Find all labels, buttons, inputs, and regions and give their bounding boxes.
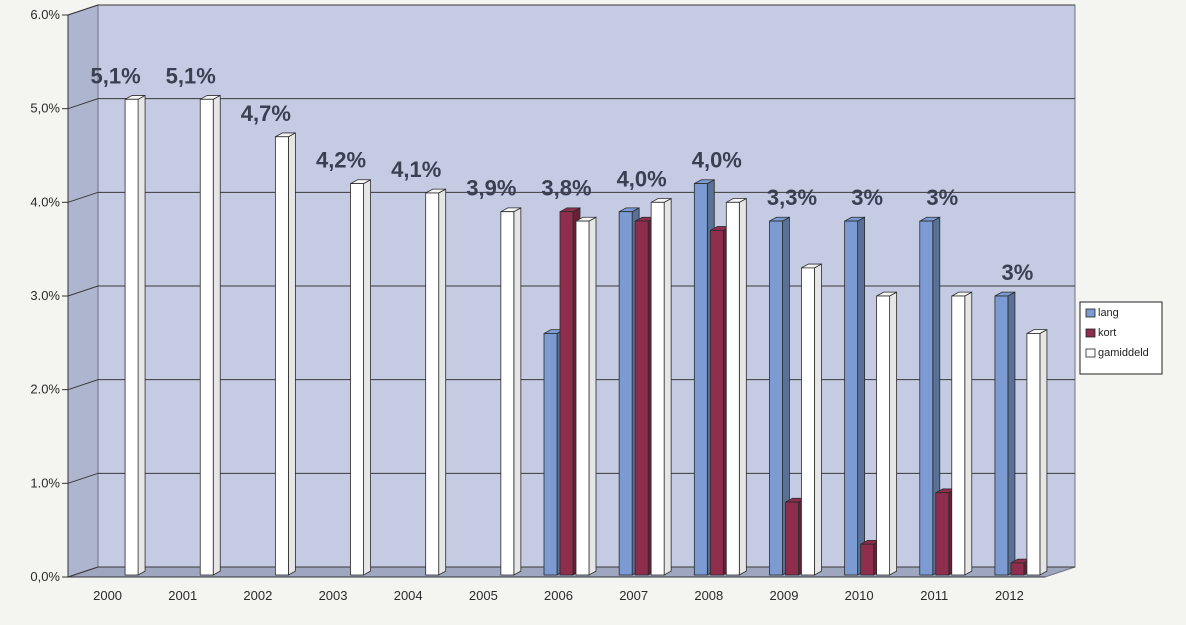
bar-side-gamiddeld-2011 — [964, 291, 973, 576]
bar-kort-2009 — [785, 501, 799, 576]
bar-gamiddeld-2001 — [199, 98, 214, 576]
x-tick-label: 2009 — [770, 588, 799, 603]
bar-kort-2011 — [935, 492, 950, 576]
bar-gamiddeld-2005 — [500, 211, 515, 576]
y-tick-label: 5,0% — [30, 101, 60, 116]
legend-swatch-gamiddeld — [1085, 348, 1096, 358]
y-tick-label: 3.0% — [30, 288, 60, 303]
data-label: 3% — [1002, 260, 1034, 285]
bar-side-gamiddeld-2000 — [137, 94, 146, 576]
bar-side-gamiddeld-2010 — [889, 291, 898, 576]
gridline — [67, 4, 1075, 16]
data-label: 3,9% — [466, 176, 516, 201]
data-label: 5,1% — [90, 63, 140, 88]
y-tick-label: 0,0% — [30, 569, 60, 584]
bar-gamiddeld-2009 — [801, 267, 815, 576]
bar-kort-2012 — [1010, 562, 1025, 576]
y-tick-label: 1.0% — [30, 475, 60, 490]
gridline — [67, 191, 1075, 203]
gridlines — [67, 4, 1075, 578]
data-label: 4,0% — [692, 148, 742, 173]
x-tick-label: 2011 — [920, 588, 948, 603]
bar-gamiddeld-2002 — [274, 136, 289, 576]
bar-kort-2010 — [860, 543, 875, 576]
data-labels: 5,1% 5,1% 4,7% 4,2% 4,1% 3,9% 3,8% 4,0% 4,0% 3,3%… — [90, 63, 1033, 285]
bar-lang-2006 — [543, 333, 558, 576]
x-tick-label: 2008 — [694, 588, 723, 603]
data-label: 4,2% — [316, 148, 366, 173]
x-tick-label: 2004 — [394, 588, 423, 603]
bar-side-gamiddeld-2007 — [663, 197, 672, 576]
legend-swatch-kort — [1085, 328, 1096, 338]
bar-gamiddeld-2006 — [575, 220, 590, 576]
bar-gamiddeld-2004 — [425, 192, 440, 576]
data-label: 3% — [926, 185, 958, 210]
y-tick-label: 2.0% — [30, 382, 60, 397]
legend-label-kort: kort — [1098, 327, 1116, 339]
bar-lang-2010 — [844, 220, 859, 576]
x-tick-label: 2006 — [544, 588, 573, 603]
x-tick-label: 2005 — [469, 588, 498, 603]
data-label: 5,1% — [166, 63, 216, 88]
data-label: 4,0% — [617, 166, 667, 191]
x-tick-label: 2007 — [619, 588, 648, 603]
data-label: 3% — [851, 185, 883, 210]
data-label: 4,7% — [241, 101, 291, 126]
bar-side-gamiddeld-2005 — [513, 207, 522, 576]
x-tick-label: 2002 — [243, 588, 272, 603]
data-label: 3,8% — [541, 176, 591, 201]
x-tick-label: 2000 — [93, 588, 122, 603]
bar-gamiddeld-2008 — [725, 201, 740, 576]
bar-lang-2007 — [618, 211, 633, 576]
y-tick-label: 6.0% — [30, 7, 60, 22]
bar-side-lang-2012 — [1007, 291, 1016, 576]
bars — [124, 94, 1048, 576]
bar-side-gamiddeld-2009 — [814, 263, 822, 576]
bar-lang-2011 — [919, 220, 934, 576]
gridline — [67, 285, 1075, 297]
bar-gamiddeld-2007 — [650, 201, 665, 576]
gridline — [67, 566, 1075, 578]
bar-gamiddeld-2010 — [876, 295, 891, 576]
bar-lang-2009 — [769, 220, 783, 576]
x-tick-label: 2001 — [168, 588, 197, 603]
bar-gamiddeld-2003 — [350, 183, 364, 576]
axes: 0,0% 1.0% 2.0% 3.0% 4.0% 5,0% 6.0% 2000 2001 2002… — [30, 7, 1045, 603]
bar-side-gamiddeld-2012 — [1039, 328, 1048, 576]
legend-label-lang: lang — [1098, 307, 1119, 319]
legend: lang kort gamiddeld — [1079, 301, 1163, 375]
x-tick-label: 2012 — [995, 588, 1024, 603]
bar-lang-2012 — [994, 295, 1009, 576]
gridline — [67, 98, 1075, 110]
bar-lang-2008 — [693, 183, 708, 576]
bar-gamiddeld-2000 — [124, 98, 139, 576]
bar-kort-2006 — [559, 211, 574, 576]
x-tick-label: 2010 — [845, 588, 874, 603]
bar-side-gamiddeld-2006 — [588, 216, 597, 576]
bar-side-gamiddeld-2003 — [363, 179, 371, 576]
y-tick-label: 4.0% — [30, 194, 60, 209]
bar-side-gamiddeld-2001 — [212, 94, 221, 576]
gridline — [67, 379, 1075, 391]
data-label: 4,1% — [391, 157, 441, 182]
x-tick-label: 2003 — [319, 588, 348, 603]
legend-label-gamiddeld: gamiddeld — [1098, 347, 1149, 359]
bar-side-gamiddeld-2002 — [287, 132, 296, 576]
gridline — [67, 472, 1075, 484]
bar-gamiddeld-2011 — [951, 295, 966, 576]
bar-side-gamiddeld-2008 — [738, 197, 747, 576]
legend-swatch-lang — [1085, 308, 1096, 318]
bar-side-gamiddeld-2004 — [438, 188, 447, 576]
bar-kort-2007 — [634, 220, 649, 576]
bar-gamiddeld-2012 — [1026, 333, 1041, 576]
data-label: 3,3% — [767, 185, 817, 210]
bar-kort-2008 — [709, 230, 724, 576]
bar-side-lang-2010 — [857, 216, 866, 576]
